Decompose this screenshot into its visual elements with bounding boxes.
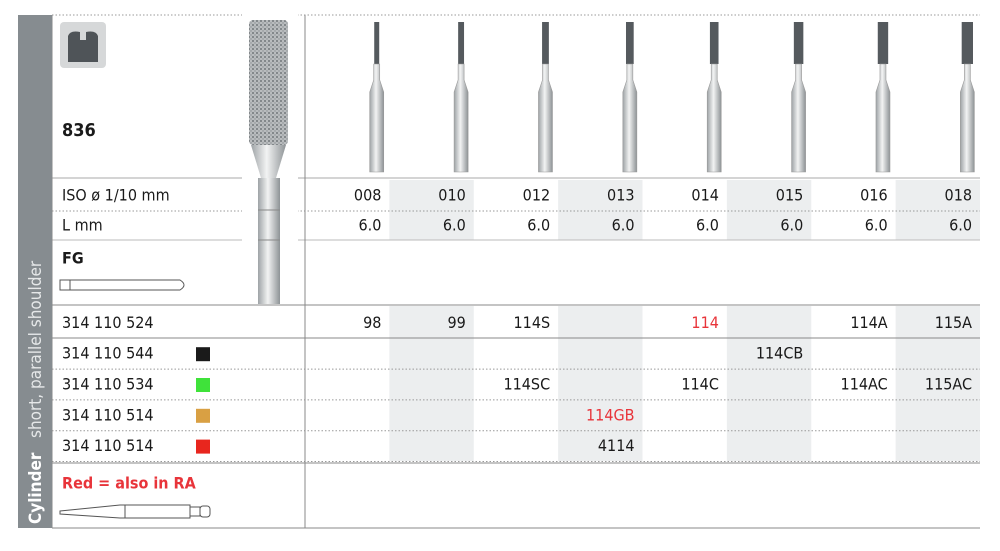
sizes-label: ISO ø 1/10 mm: [62, 186, 170, 205]
length: 6.0: [443, 216, 466, 235]
bur-neck: [791, 63, 806, 173]
column-shade: [558, 306, 643, 461]
column-shade: [895, 306, 980, 461]
bur-neck: [622, 63, 638, 173]
size: 015: [776, 186, 803, 205]
product-code: 114: [691, 313, 718, 332]
length: 6.0: [696, 216, 719, 235]
bur-neck: [960, 63, 975, 173]
column-shade: [726, 306, 812, 461]
product-code: 115AC: [925, 375, 972, 394]
sidebar-title: Cylinder: [26, 452, 46, 524]
fg-drawing: [59, 279, 185, 291]
size: 016: [860, 186, 887, 205]
column-shade: [558, 180, 643, 240]
product-code: 114S: [514, 313, 551, 332]
column-shade: [726, 180, 812, 240]
bur-head: [625, 22, 634, 64]
column-shade: [389, 180, 474, 240]
bur-head: [374, 22, 380, 64]
product-code: 4114: [598, 436, 635, 455]
bur-neck: [369, 63, 385, 173]
order-code: 314 110 514: [62, 405, 154, 424]
product-code: 99: [447, 313, 465, 332]
product-code: 98: [363, 313, 381, 332]
sidebar: [18, 15, 52, 528]
bur-head: [458, 22, 465, 64]
size: 013: [607, 186, 634, 205]
order-code: 314 110 514: [62, 436, 154, 455]
length: 6.0: [780, 216, 803, 235]
shape-icon: [60, 22, 106, 68]
bur-neck: [706, 63, 722, 173]
column-shade: [389, 306, 474, 461]
color-swatch: [196, 378, 210, 392]
shank-type: FG: [62, 249, 84, 268]
size: 008: [354, 186, 381, 205]
bur-head: [709, 22, 719, 64]
bur-neck: [875, 63, 891, 173]
length: 6.0: [358, 216, 381, 235]
length: 6.0: [865, 216, 888, 235]
bur-head: [542, 22, 549, 64]
product-number: 836: [62, 120, 96, 141]
sidebar-text: Cylinder short, parallel shoulder: [26, 260, 46, 524]
product-code: 114CB: [756, 344, 803, 363]
product-code: 115A: [935, 313, 972, 332]
order-code: 314 110 534: [62, 375, 154, 394]
color-swatch: [196, 439, 210, 454]
product-code: 114AC: [841, 375, 888, 394]
product-code: 114A: [850, 313, 887, 332]
length: 6.0: [527, 216, 550, 235]
bur-neck: [453, 63, 469, 173]
product-code: 114SC: [503, 375, 550, 394]
length: 6.0: [612, 216, 635, 235]
order-code: 314 110 524: [62, 313, 154, 332]
bur-head: [877, 22, 889, 64]
note: Red = also in RA: [62, 474, 197, 493]
bur-neck: [538, 63, 553, 173]
length-label: L mm: [62, 216, 103, 235]
size: 018: [945, 186, 972, 205]
table: ISO ø 1/10 mm L mm 008 010 012 013 014 015 016 01…: [62, 22, 975, 455]
bur-image: [242, 14, 298, 304]
length: 6.0: [949, 216, 972, 235]
size: 012: [523, 186, 550, 205]
ra-drawing: [59, 504, 211, 519]
bur-head: [793, 22, 804, 64]
size: 010: [438, 186, 465, 205]
bur-head: [961, 22, 973, 64]
sidebar-subtitle: short, parallel shoulder: [26, 260, 46, 438]
color-swatch: [196, 408, 210, 423]
order-code: 314 110 544: [62, 344, 154, 363]
rules: [51, 14, 980, 529]
column-shading: [389, 180, 980, 461]
color-swatch: [196, 347, 210, 362]
product-code: 114C: [681, 375, 719, 394]
size: 014: [691, 186, 718, 205]
product-code: 114GB: [586, 405, 635, 424]
column-shade: [895, 180, 980, 240]
